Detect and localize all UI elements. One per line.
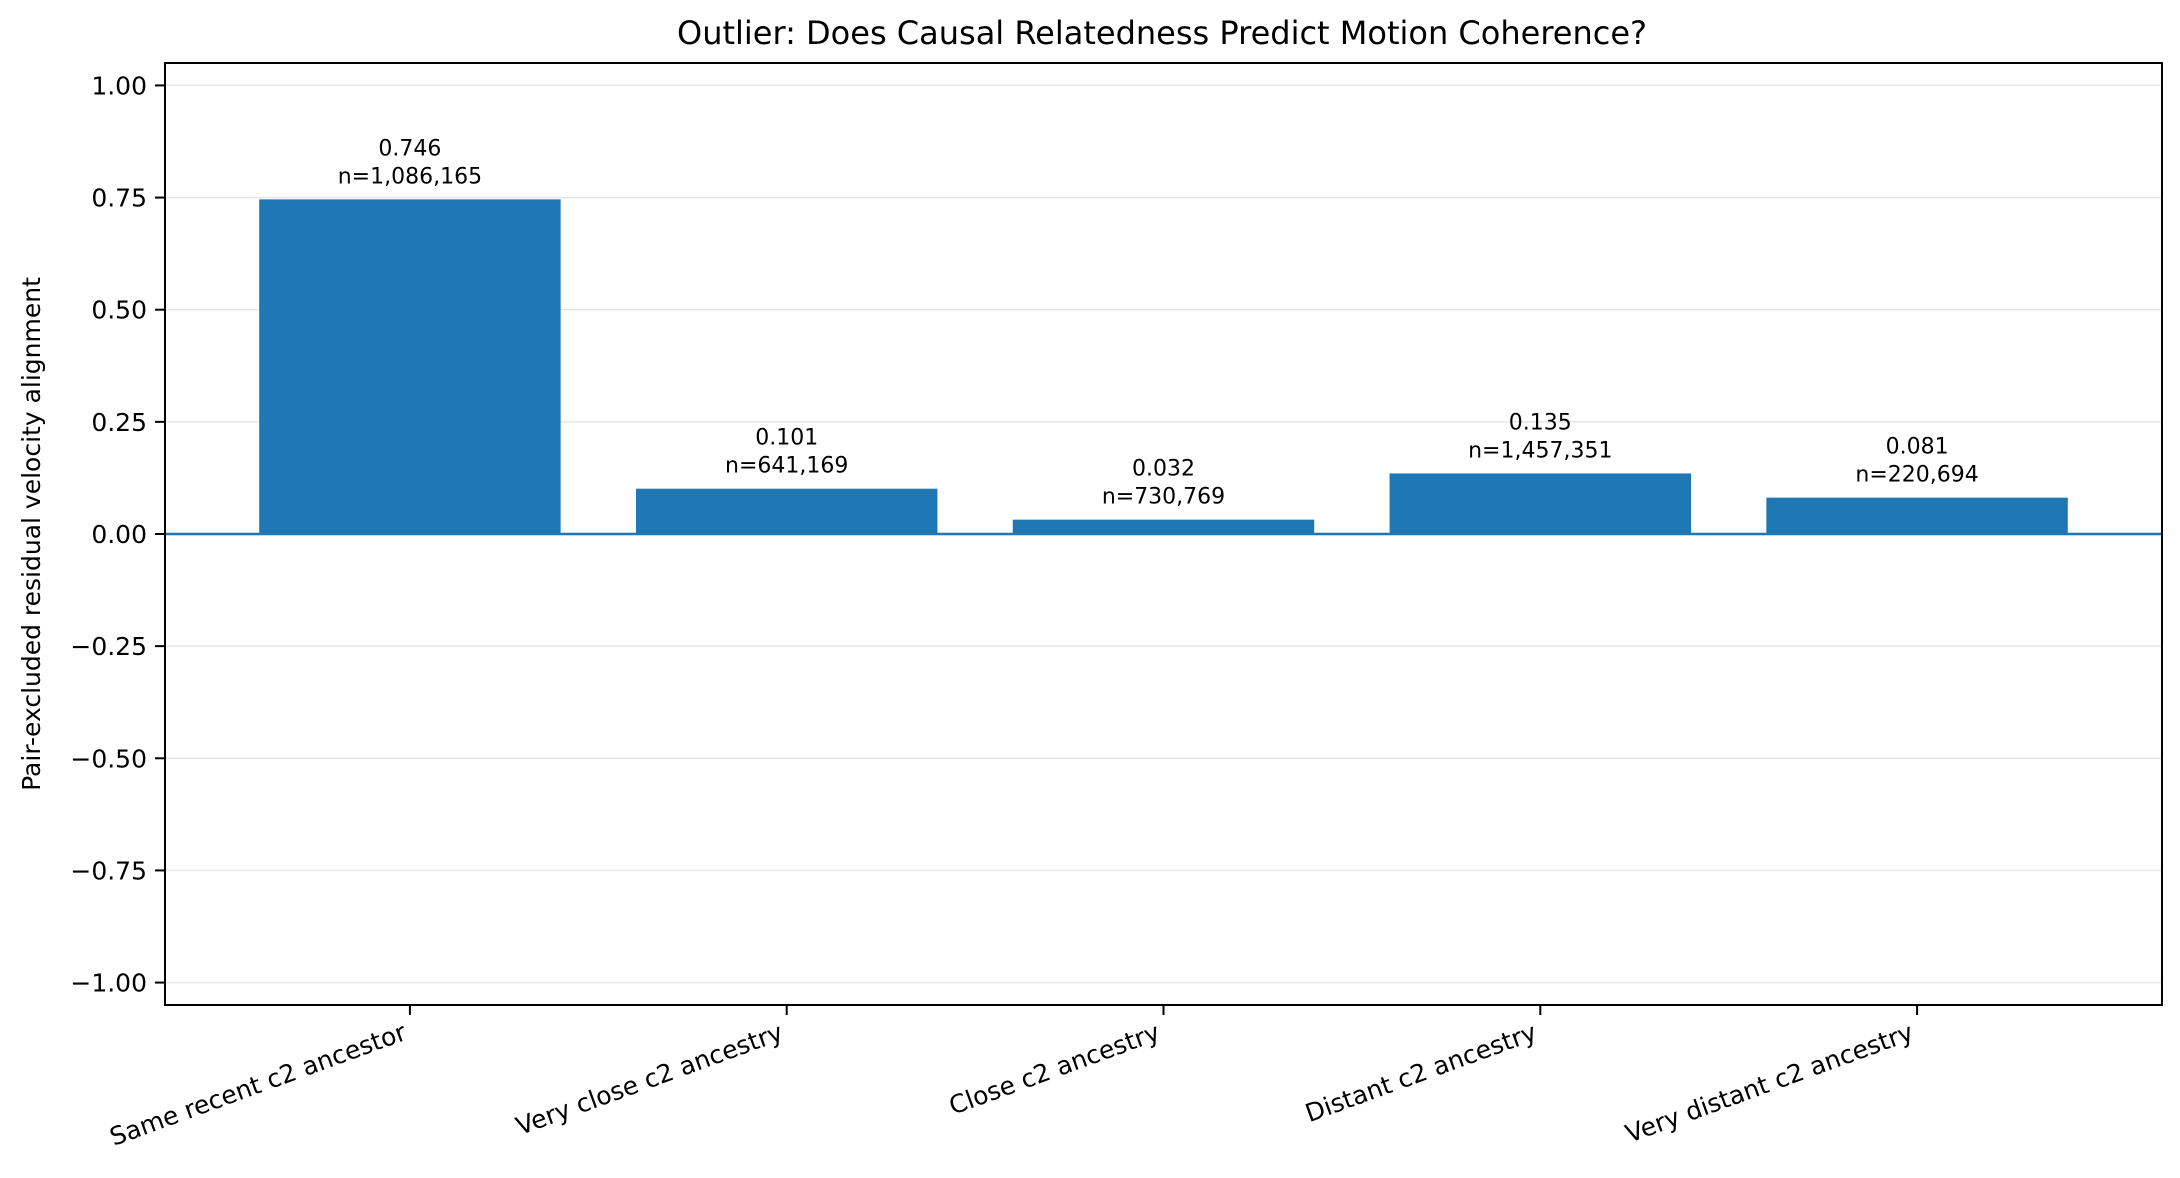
bar-value-label: 0.746 <box>378 136 441 161</box>
bar-value-label: 0.081 <box>1886 435 1949 460</box>
bar-count-label: n=1,086,165 <box>338 164 482 189</box>
y-tick-label: 0.50 <box>91 296 147 325</box>
x-tick-label: Close c2 ancestry <box>945 1017 1164 1120</box>
x-tick-label: Very distant c2 ancestry <box>1622 1017 1918 1148</box>
y-tick-label: −0.75 <box>70 856 147 885</box>
y-tick-label: 0.75 <box>91 184 147 213</box>
y-tick-label: −0.25 <box>70 632 147 661</box>
x-tick-label: Same recent c2 ancestor <box>106 1017 411 1152</box>
bar <box>635 488 938 534</box>
bar-value-label: 0.101 <box>755 426 818 451</box>
x-tick-label: Distant c2 ancestry <box>1301 1017 1540 1128</box>
bars <box>259 199 2068 534</box>
bar-count-label: n=1,457,351 <box>1468 438 1612 463</box>
y-tick-label: −0.50 <box>70 744 147 773</box>
bar-count-label: n=220,694 <box>1855 463 1978 488</box>
bar-count-label: n=641,169 <box>725 454 848 479</box>
chart-title: Outlier: Does Causal Relatedness Predict… <box>677 14 1647 52</box>
bar <box>1766 497 2068 534</box>
bar <box>1389 473 1692 534</box>
bar-count-label: n=730,769 <box>1102 485 1225 510</box>
bar-value-label: 0.032 <box>1132 457 1195 482</box>
bar <box>259 199 561 534</box>
y-tick-label: 0.00 <box>91 520 147 549</box>
y-axis-label: Pair-excluded residual velocity alignmen… <box>17 277 46 791</box>
x-tick-label: Very close c2 ancestry <box>512 1017 787 1141</box>
data-labels: 0.746 n=1,086,165 0.101 n=641,169 0.032 n=730… <box>338 136 1979 509</box>
bar <box>1012 519 1315 534</box>
bar-value-label: 0.135 <box>1509 410 1572 435</box>
y-tick-label: 0.25 <box>91 408 147 437</box>
y-tick-label: 1.00 <box>91 71 147 100</box>
y-tick-label: −1.00 <box>70 969 147 998</box>
